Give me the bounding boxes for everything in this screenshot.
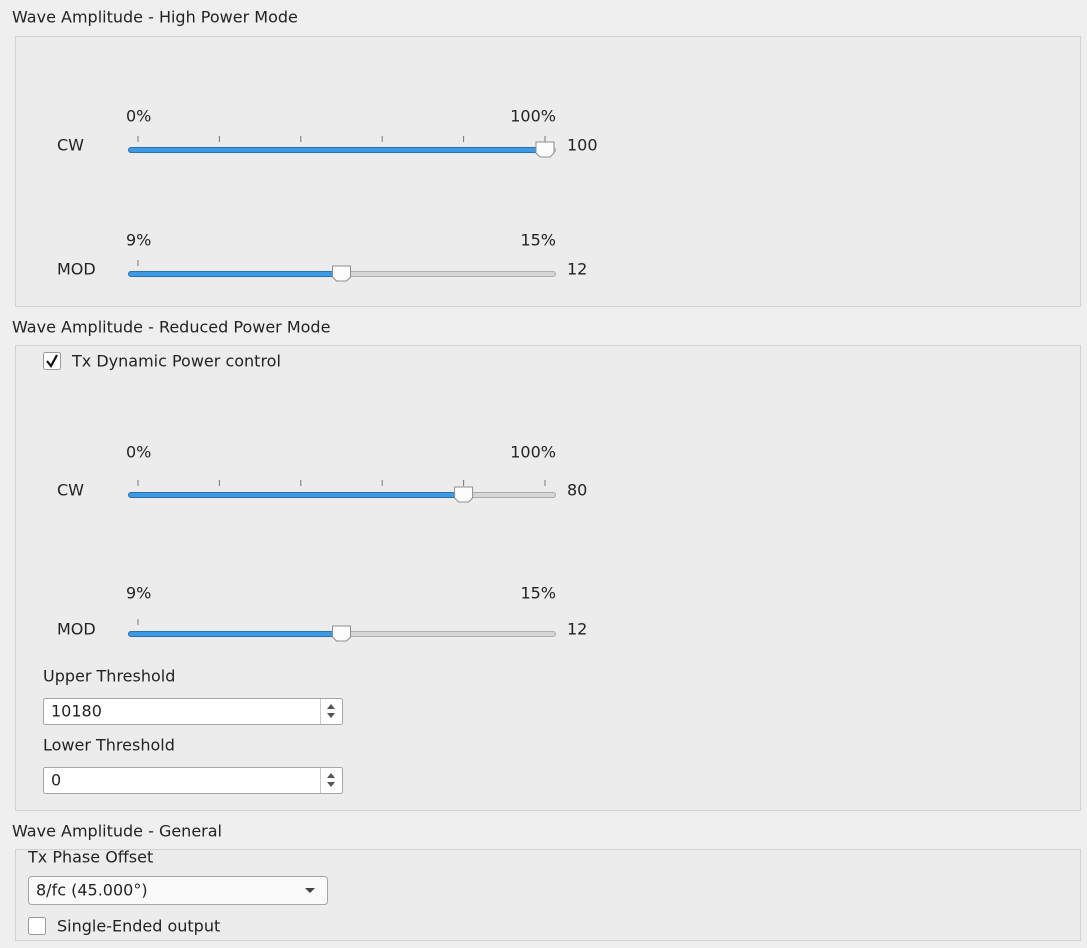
group-title: Wave Amplitude - High Power Mode bbox=[12, 8, 298, 27]
slider-handle[interactable] bbox=[332, 265, 351, 282]
slider-max-label: 15% bbox=[520, 584, 556, 603]
combo-label: Tx Phase Offset bbox=[27, 848, 153, 867]
slider-max-label: 15% bbox=[520, 231, 556, 250]
slider-min-label: 9% bbox=[126, 231, 151, 250]
slider-max-label: 100% bbox=[510, 443, 556, 462]
checkbox[interactable] bbox=[43, 352, 61, 370]
slider-fill bbox=[128, 631, 342, 637]
slider-max-label: 100% bbox=[510, 107, 556, 126]
spinbox-label: Lower Threshold bbox=[43, 736, 175, 755]
checkbox-label: Tx Dynamic Power control bbox=[71, 352, 281, 371]
slider-label: MOD bbox=[57, 260, 96, 279]
slider-fill bbox=[128, 271, 342, 277]
spinbox[interactable] bbox=[43, 698, 343, 725]
slider-min-label: 0% bbox=[126, 443, 151, 462]
spin-down[interactable] bbox=[327, 713, 335, 718]
combo-arrow bbox=[305, 888, 315, 893]
slider-label: MOD bbox=[57, 620, 96, 639]
slider-min-label: 9% bbox=[126, 584, 151, 603]
slider-label: CW bbox=[57, 136, 84, 155]
spinbox-label: Upper Threshold bbox=[43, 667, 175, 686]
spinbox-value: 10180 bbox=[51, 702, 102, 721]
spin-up[interactable] bbox=[327, 773, 335, 778]
slider-handle[interactable] bbox=[332, 625, 351, 642]
group-title: Wave Amplitude - Reduced Power Mode bbox=[12, 318, 330, 337]
slider-value: 12 bbox=[567, 620, 587, 639]
check-mark bbox=[46, 354, 58, 368]
slider-fill bbox=[128, 492, 465, 498]
slider-value: 12 bbox=[567, 260, 587, 279]
spin-up[interactable] bbox=[327, 704, 335, 709]
slider-handle[interactable] bbox=[454, 486, 474, 503]
spinbox-value: 0 bbox=[51, 771, 61, 790]
spin-down[interactable] bbox=[327, 782, 335, 787]
slider-value: 80 bbox=[567, 481, 587, 500]
checkbox[interactable] bbox=[28, 917, 46, 935]
combo-box[interactable] bbox=[28, 876, 328, 905]
group-title: Wave Amplitude - General bbox=[12, 822, 222, 841]
slider-min-label: 0% bbox=[126, 107, 151, 126]
spinbox[interactable] bbox=[43, 767, 343, 794]
slider-value: 100 bbox=[567, 136, 598, 155]
slider-label: CW bbox=[57, 481, 84, 500]
group-box bbox=[15, 345, 1081, 811]
slider-fill bbox=[128, 147, 546, 153]
group-box bbox=[15, 36, 1081, 307]
checkbox-label: Single-Ended output bbox=[57, 917, 220, 936]
slider-handle[interactable] bbox=[535, 141, 555, 158]
combo-value: 8/fc (45.000°) bbox=[36, 881, 148, 900]
